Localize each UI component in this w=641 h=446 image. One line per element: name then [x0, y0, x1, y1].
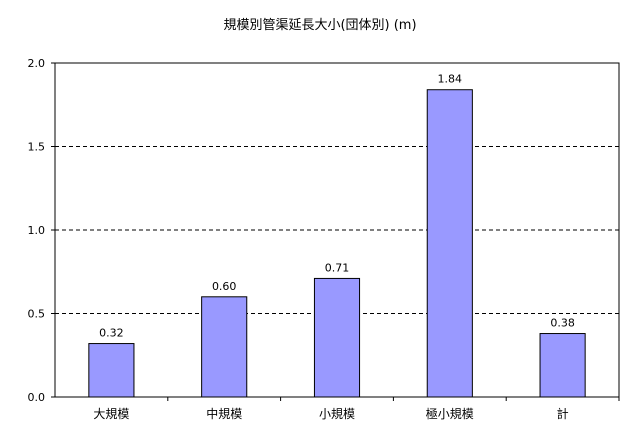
y-tick-label: 1.0	[28, 224, 46, 237]
plot-frame	[54, 62, 620, 398]
bar-4	[426, 89, 473, 398]
bar-3	[313, 277, 361, 398]
bars	[88, 89, 586, 398]
data-label: 0.60	[212, 280, 237, 293]
x-tick-label: 小規模	[319, 406, 355, 421]
y-tick-label: 2.0	[28, 57, 46, 70]
y-tick-label: 0.5	[28, 308, 46, 321]
chart-title: 規模別管渠延長大小(団体別) (m)	[223, 18, 416, 33]
bar-1	[88, 343, 135, 398]
x-axis-ticks: 大規模 中規模 小規模 極小規模 計	[93, 397, 620, 421]
y-tick-label: 1.5	[28, 141, 46, 154]
data-labels: 0.32 0.60 0.71 1.84 0.38	[99, 73, 575, 340]
bar-2	[201, 296, 248, 398]
y-axis-ticks: 0.0 0.5 1.0 1.5 2.0	[28, 57, 55, 404]
bar-5	[539, 333, 586, 398]
x-tick-label: 中規模	[206, 406, 242, 421]
x-tick-label: 大規模	[93, 406, 129, 421]
data-label: 0.32	[99, 327, 124, 340]
data-label: 0.71	[325, 261, 350, 274]
x-tick-label: 極小規模	[426, 406, 474, 421]
y-tick-label: 0.0	[28, 391, 46, 404]
data-label: 0.38	[550, 317, 575, 330]
x-tick-label: 計	[557, 406, 569, 421]
data-label: 1.84	[438, 73, 463, 86]
